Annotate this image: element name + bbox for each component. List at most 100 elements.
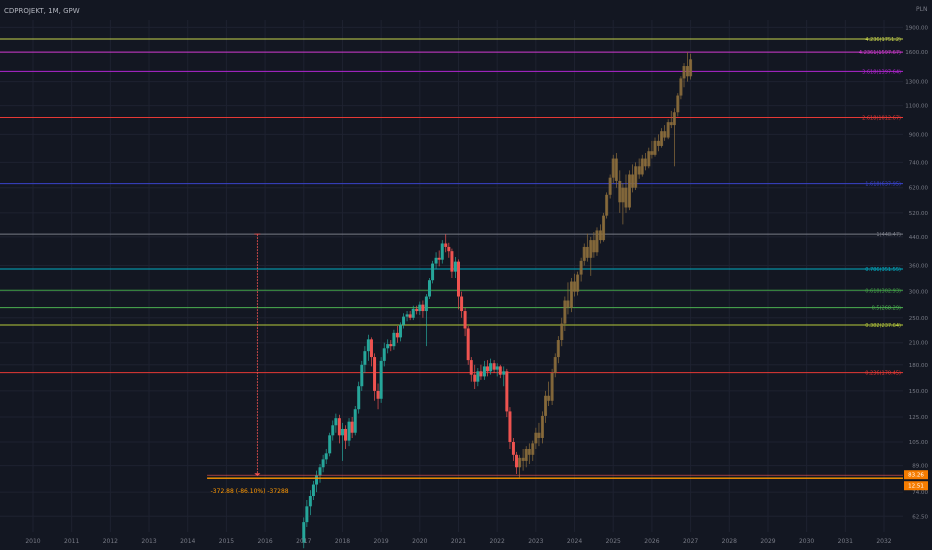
candle[interactable] bbox=[389, 344, 393, 347]
candle[interactable] bbox=[431, 263, 435, 281]
measure-tool[interactable]: -372.88 (-86.10%) -37288 bbox=[211, 233, 289, 495]
candle[interactable] bbox=[457, 261, 460, 297]
candle[interactable] bbox=[440, 243, 444, 260]
projection-candle[interactable] bbox=[518, 457, 522, 468]
projection-candle[interactable] bbox=[611, 158, 615, 178]
projection-candle[interactable] bbox=[650, 151, 654, 155]
projection-candle[interactable] bbox=[569, 281, 573, 308]
projection-candle[interactable] bbox=[669, 122, 673, 126]
projection-candle[interactable] bbox=[560, 323, 564, 341]
candles[interactable] bbox=[302, 234, 519, 549]
candle[interactable] bbox=[405, 314, 409, 317]
candle[interactable] bbox=[460, 296, 464, 312]
candle[interactable] bbox=[344, 428, 348, 441]
candle[interactable] bbox=[386, 344, 390, 349]
candle[interactable] bbox=[450, 251, 454, 272]
projection-candle[interactable] bbox=[550, 372, 554, 401]
candle[interactable] bbox=[495, 366, 499, 370]
candle[interactable] bbox=[395, 332, 399, 338]
projection-candle[interactable] bbox=[553, 357, 557, 373]
candle[interactable] bbox=[328, 435, 332, 454]
projection-candle[interactable] bbox=[531, 443, 535, 455]
candle[interactable] bbox=[360, 364, 364, 387]
candle[interactable] bbox=[353, 409, 357, 433]
projection-candle[interactable] bbox=[663, 131, 667, 138]
candle[interactable] bbox=[469, 360, 473, 375]
projection-candle[interactable] bbox=[605, 194, 609, 216]
projection-candle[interactable] bbox=[647, 151, 651, 167]
candle[interactable] bbox=[334, 418, 338, 426]
projection-candle[interactable] bbox=[579, 260, 583, 275]
candle[interactable] bbox=[421, 304, 425, 312]
candle[interactable] bbox=[376, 390, 380, 399]
candle[interactable] bbox=[515, 454, 519, 468]
candle[interactable] bbox=[411, 308, 415, 318]
projection-candle[interactable] bbox=[585, 246, 589, 258]
candle[interactable] bbox=[427, 280, 431, 297]
projection-candle[interactable] bbox=[679, 78, 683, 96]
projection-candle[interactable] bbox=[527, 448, 531, 455]
candle[interactable] bbox=[492, 363, 496, 370]
candle[interactable] bbox=[408, 314, 412, 318]
projection-candle[interactable] bbox=[573, 281, 577, 292]
projection-candle[interactable] bbox=[618, 180, 622, 203]
fib-levels[interactable]: 4.236(1751.2) 4.2361(1597.67) 3.618(1397.6… bbox=[0, 37, 903, 377]
projection-candle[interactable] bbox=[537, 432, 541, 438]
candle[interactable] bbox=[479, 371, 483, 377]
candle[interactable] bbox=[350, 421, 354, 433]
candle[interactable] bbox=[402, 316, 406, 325]
candle[interactable] bbox=[382, 348, 386, 361]
projection-candle[interactable] bbox=[534, 432, 538, 444]
projection-candle[interactable] bbox=[576, 274, 580, 292]
candle[interactable] bbox=[453, 261, 457, 272]
projection-candle[interactable] bbox=[627, 174, 631, 208]
projection-candle[interactable] bbox=[634, 166, 638, 188]
projection-candle[interactable] bbox=[524, 448, 528, 461]
projection-candle[interactable] bbox=[672, 112, 676, 126]
candle[interactable] bbox=[434, 257, 438, 264]
projection-candle[interactable] bbox=[592, 240, 596, 253]
projection-candle[interactable] bbox=[547, 395, 551, 401]
candle[interactable] bbox=[366, 339, 370, 352]
candle[interactable] bbox=[311, 484, 315, 497]
candle[interactable] bbox=[476, 371, 480, 382]
candle[interactable] bbox=[498, 366, 502, 375]
projection-candle[interactable] bbox=[637, 166, 641, 175]
candle[interactable] bbox=[324, 453, 328, 460]
projection-candle[interactable] bbox=[595, 230, 599, 253]
projection-candle[interactable] bbox=[563, 300, 567, 324]
projection-candles[interactable] bbox=[518, 51, 693, 478]
projection-candle[interactable] bbox=[582, 246, 586, 261]
candle[interactable] bbox=[447, 246, 451, 252]
projection-candle[interactable] bbox=[566, 300, 570, 308]
candle[interactable] bbox=[373, 357, 377, 391]
candle[interactable] bbox=[321, 459, 325, 468]
candle[interactable] bbox=[302, 522, 306, 543]
candle[interactable] bbox=[463, 311, 467, 329]
candle[interactable] bbox=[418, 304, 422, 312]
projection-candle[interactable] bbox=[602, 215, 606, 241]
candle[interactable] bbox=[315, 475, 319, 485]
candle[interactable] bbox=[357, 386, 361, 410]
candle[interactable] bbox=[392, 332, 396, 347]
candle[interactable] bbox=[337, 418, 341, 436]
projection-candle[interactable] bbox=[540, 415, 544, 438]
projection-candle[interactable] bbox=[589, 240, 593, 258]
projection-candle[interactable] bbox=[656, 140, 660, 146]
candle[interactable] bbox=[305, 506, 309, 523]
projection-candle[interactable] bbox=[643, 158, 647, 167]
candle[interactable] bbox=[415, 308, 419, 312]
candle[interactable] bbox=[473, 374, 477, 382]
y-axis[interactable]: 1900.00 1600.00 1300.00 1100.00 900.00 740.00… bbox=[905, 25, 928, 520]
candle[interactable] bbox=[466, 328, 470, 361]
candle[interactable] bbox=[379, 360, 383, 399]
projection-candle[interactable] bbox=[653, 140, 657, 155]
projection-candle[interactable] bbox=[640, 158, 644, 175]
candle[interactable] bbox=[486, 366, 490, 372]
projection-candle[interactable] bbox=[598, 230, 602, 241]
candle[interactable] bbox=[318, 467, 322, 476]
projection-candle[interactable] bbox=[660, 131, 664, 146]
candle[interactable] bbox=[331, 425, 335, 436]
projection-candle[interactable] bbox=[544, 395, 548, 416]
